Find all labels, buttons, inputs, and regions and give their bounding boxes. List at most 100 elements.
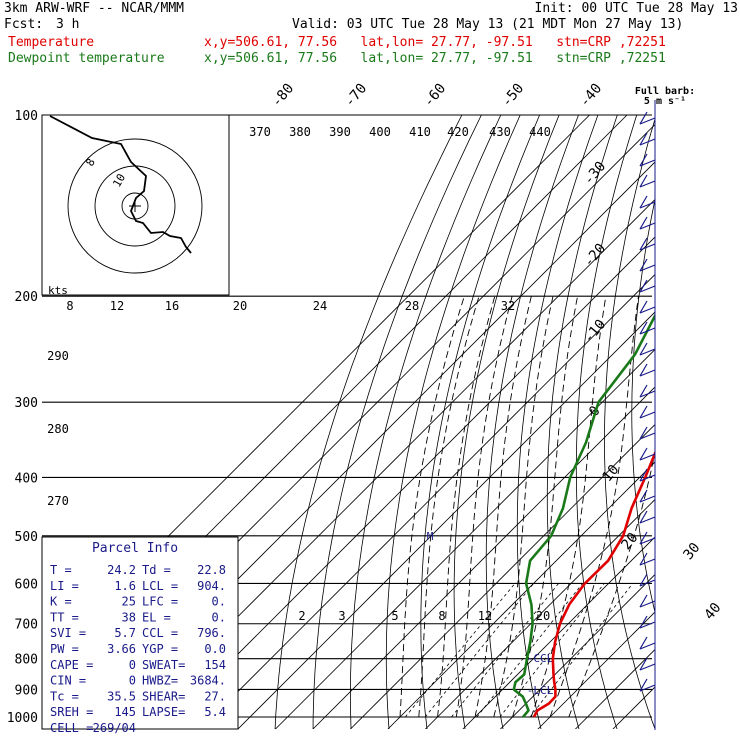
- wind-barb-staff: [639, 621, 656, 629]
- wind-barb-flag: [639, 258, 648, 272]
- parcel-info-cell: EL =: [142, 610, 171, 624]
- wind-barb-flag: [639, 216, 648, 230]
- wind-barb-staff: [639, 243, 656, 251]
- isotherm-line: [237, 311, 655, 729]
- parcel-info-cell: 5.4: [204, 705, 226, 719]
- kts-label: kts: [48, 284, 68, 297]
- wind-barb-staff: [639, 663, 656, 671]
- isotherm-label: -40: [577, 81, 606, 111]
- temperature-profile: [532, 450, 655, 718]
- isotherm-line: [162, 236, 655, 729]
- parcel-info-cell: 0.0: [204, 642, 226, 656]
- wind-barb: [639, 174, 656, 188]
- dry-adiabat-line: [274, 115, 463, 729]
- hodograph-ring: [67, 138, 203, 274]
- isotherm-line: [199, 273, 655, 729]
- parcel-info-cell: SREH =: [50, 705, 93, 719]
- parcel-info-cell: 27.: [204, 689, 226, 703]
- parcel-info-cell: 3.66: [107, 642, 136, 656]
- barb-legend-title: Full barb:: [635, 86, 695, 97]
- wind-barb-staff: [639, 117, 656, 125]
- parcel-info-cell: 25: [122, 595, 136, 609]
- dry-adiabat-line: [385, 115, 521, 729]
- hodograph-speed-tick: 24: [313, 299, 327, 313]
- isotherm-line: [574, 648, 655, 729]
- wind-barb: [639, 531, 656, 545]
- dry-adiabat-label: 270: [47, 494, 69, 508]
- wind-barb-flag: [639, 384, 648, 398]
- parcel-info-cell: 0: [129, 658, 136, 672]
- dry-adiabat-line: [546, 115, 618, 729]
- parcel-info-cell: CCL =: [142, 626, 178, 640]
- wind-barb-flag: [639, 615, 648, 629]
- forecast-hours: 3 h: [56, 17, 80, 32]
- wind-barb: [639, 468, 656, 482]
- hodograph-trace: [49, 115, 192, 254]
- isotherm-label: -50: [499, 81, 528, 111]
- parcel-info-cell: CELL =: [50, 721, 93, 735]
- wind-barb: [639, 258, 656, 272]
- moist-adiabat-line: [437, 296, 496, 718]
- parcel-info-cell: Tc =: [50, 689, 79, 703]
- pressure-tick-label: 900: [15, 683, 38, 698]
- wind-barb: [639, 132, 656, 146]
- wind-barb-flag: [639, 531, 648, 545]
- pressure-tick-label: 100: [15, 109, 38, 124]
- parcel-info-cell: HWBZ=: [142, 674, 178, 688]
- mixing-ratio-label: 3: [338, 609, 345, 623]
- theta-label: 410: [409, 125, 431, 139]
- wind-barb-flag: [639, 321, 648, 335]
- wind-barb-staff: [639, 390, 656, 398]
- wind-barb-staff: [639, 264, 656, 272]
- hodograph-speed-tick: 28: [405, 299, 419, 313]
- wind-barb-staff: [639, 201, 656, 209]
- wind-barb-staff: [639, 411, 656, 419]
- wind-barb-flag: [639, 468, 648, 482]
- dry-adiabat-line: [420, 115, 540, 729]
- wind-barb-flag: [639, 678, 648, 692]
- parcel-info-cell: 796.: [197, 626, 226, 640]
- parcel-info-cell: YGP =: [142, 642, 178, 656]
- wind-barb-staff: [639, 138, 656, 146]
- moist-adiabat-line: [455, 296, 513, 718]
- dry-adiabat-line: [734, 115, 740, 730]
- isotherm-label: -80: [269, 81, 298, 111]
- wind-barb-staff: [639, 369, 656, 377]
- wind-barb-staff: [639, 642, 656, 650]
- moist-adiabat-line: [474, 296, 532, 718]
- level-marker: -LCL: [527, 684, 554, 697]
- isotherm-label: -30: [581, 159, 610, 189]
- isotherm-label: 10: [599, 462, 622, 485]
- model-title: 3km ARW-WRF -- NCAR/MMM: [4, 1, 185, 16]
- temperature-legend: Temperature: [8, 35, 95, 50]
- parcel-info-cell: T =: [50, 563, 72, 577]
- parcel-info-cell: 0: [129, 674, 136, 688]
- mixing-ratio-label: 5: [391, 609, 398, 623]
- parcel-info-cell: 24.2: [107, 563, 136, 577]
- wind-barb-staff: [639, 684, 656, 692]
- parcel-info-cell: TT =: [50, 610, 79, 624]
- wind-barb: [639, 195, 656, 209]
- wind-barb-flag: [639, 132, 648, 146]
- pressure-tick-label: 300: [15, 396, 38, 411]
- wind-barb-staff: [639, 495, 656, 503]
- parcel-info-cell: CIN =: [50, 674, 86, 688]
- wind-barb-flag: [639, 279, 648, 293]
- temperature-location: x,y=506.61, 77.56 lat,lon= 27.77, -97.51…: [204, 35, 666, 50]
- wind-barb-flag: [639, 489, 648, 503]
- parcel-info-cell: PW =: [50, 642, 79, 656]
- parcel-info-cell: LI =: [50, 579, 79, 593]
- parcel-info-cell: 154: [204, 658, 226, 672]
- hodograph-speed-tick: 8: [66, 299, 73, 313]
- wind-barb-flag: [639, 426, 648, 440]
- wind-barb: [639, 636, 656, 650]
- parcel-info-cell: LFC =: [142, 595, 178, 609]
- wind-barb: [639, 426, 656, 440]
- dry-adiabat-line: [604, 117, 655, 729]
- theta-label: 380: [289, 125, 311, 139]
- dry-adiabat-line: [631, 197, 655, 614]
- wind-barb-flag: [639, 111, 648, 125]
- isotherm-label: 40: [701, 600, 724, 623]
- isotherm-label: 20: [618, 530, 641, 553]
